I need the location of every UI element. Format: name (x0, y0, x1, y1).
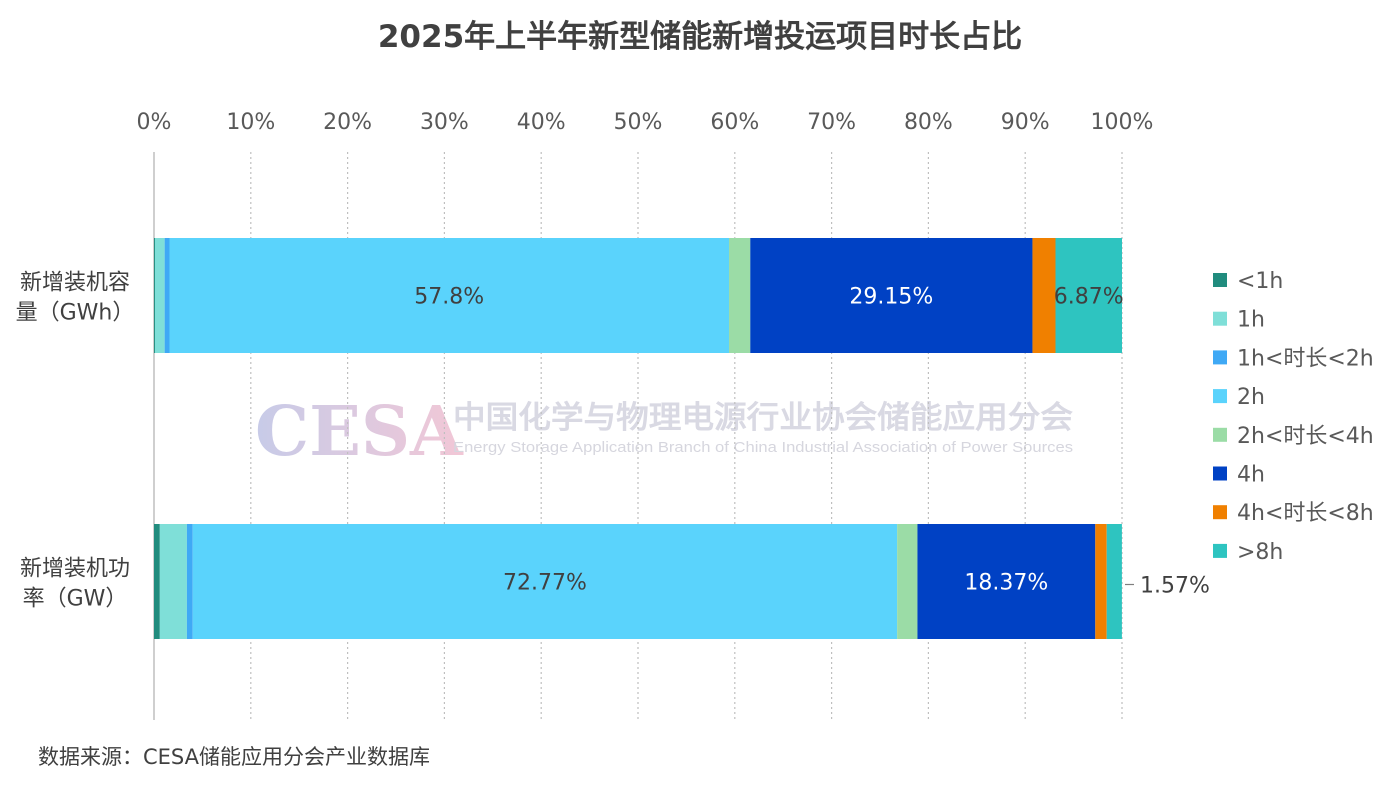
bar-segment (154, 238, 165, 353)
legend: <1h 1h 1h<时长<2h 2h 2h<时长<4h 4h 4h<时长<8h >8h (1213, 269, 1374, 565)
legend-label: 2h<时长<4h (1237, 424, 1374, 449)
bar-segment (154, 238, 155, 353)
x-tick-label: 30% (420, 110, 469, 135)
legend-swatch (1213, 543, 1227, 558)
x-tick-label: 60% (710, 110, 759, 135)
bar-segment (1055, 238, 1122, 353)
watermark-name-en: Energy Storage Application Branch of Chi… (453, 439, 1073, 456)
bar-segment (192, 524, 898, 639)
x-tick-label: 10% (226, 110, 275, 135)
bar-segment (169, 238, 729, 353)
category-labels: 新增装机容量（GWh） 新增装机功率（GW） (16, 271, 135, 612)
legend-swatch (1213, 427, 1227, 442)
legend-label: 1h (1237, 308, 1265, 333)
bar-segment (750, 238, 1033, 353)
bars (154, 238, 1122, 639)
watermark-logo: CESA (255, 392, 464, 472)
legend-label: 2h (1237, 385, 1265, 410)
category-label-line: 新增装机容 (20, 271, 130, 296)
x-tick-label: 80% (904, 110, 953, 135)
x-tick-label: 0% (137, 110, 172, 135)
category-label-line: 量（GWh） (16, 301, 135, 326)
bar-segment (728, 238, 751, 353)
legend-swatch (1213, 273, 1227, 287)
legend-swatch (1213, 466, 1227, 481)
data-label: 72.77% (503, 571, 587, 596)
legend-label: >8h (1237, 540, 1283, 565)
x-tick-label: 90% (1001, 110, 1050, 135)
legend-swatch (1213, 389, 1227, 404)
data-labels: 57.8% 29.15% 6.87% 72.77% 18.37% 1.57% (414, 285, 1210, 599)
x-tick-label: 100% (1091, 110, 1154, 135)
x-tick-label: 20% (323, 110, 372, 135)
source-note: 数据来源：CESA储能应用分会产业数据库 (38, 745, 430, 769)
legend-swatch (1213, 505, 1227, 520)
x-tick-label: 70% (807, 110, 856, 135)
data-label: 18.37% (964, 571, 1048, 596)
legend-swatch (1213, 311, 1227, 326)
bar-segment (1032, 238, 1056, 353)
data-label: 6.87% (1054, 285, 1124, 310)
legend-label: 1h<时长<2h (1237, 346, 1374, 371)
bar-segment (186, 524, 193, 639)
legend-label: 4h<时长<8h (1237, 501, 1374, 526)
x-axis-ticks: 0% 10% 20% 30% 40% 50% 60% 70% 80% 90% 100% (137, 110, 1154, 135)
bar-segment (154, 524, 160, 639)
bar-segment (1095, 524, 1107, 639)
x-tick-label: 50% (614, 110, 663, 135)
data-label: 1.57% (1140, 574, 1210, 599)
bar-segment (164, 238, 170, 353)
bar-segment (917, 524, 1096, 639)
category-label: 新增装机容量（GWh） (16, 271, 135, 326)
data-label: 29.15% (849, 285, 933, 310)
bar-segment (159, 524, 187, 639)
bar-segment (897, 524, 918, 639)
chart-title: 2025年上半年新型储能新增投运项目时长占比 (378, 19, 1022, 55)
data-label: 57.8% (414, 285, 484, 310)
category-label: 新增装机功率（GW） (20, 557, 130, 612)
legend-swatch (1213, 350, 1227, 365)
watermark-name-cn: 中国化学与物理电源行业协会储能应用分会 (453, 400, 1073, 436)
bar-segment (1106, 524, 1122, 639)
category-label-line: 率（GW） (23, 587, 128, 612)
x-tick-label: 40% (517, 110, 566, 135)
legend-label: 4h (1237, 463, 1265, 488)
category-label-line: 新增装机功 (20, 557, 130, 582)
legend-label: <1h (1237, 269, 1283, 294)
watermark: CESA 中国化学与物理电源行业协会储能应用分会 Energy Storage … (255, 392, 1073, 472)
